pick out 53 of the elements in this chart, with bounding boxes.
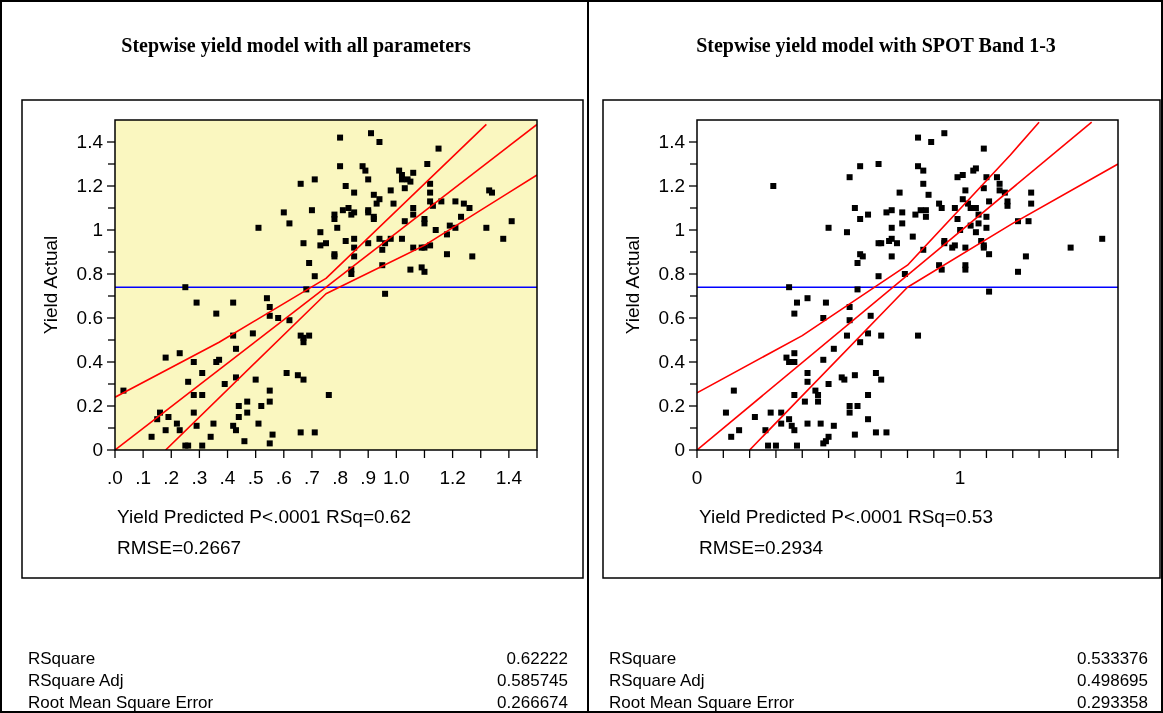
text: 0.62222 xyxy=(506,649,568,668)
y-axis-title: Yield Actual xyxy=(622,235,643,335)
line-series xyxy=(697,121,1040,394)
text: RSquare xyxy=(609,649,677,668)
line-series xyxy=(164,174,537,450)
x-tick-label: 1.0 xyxy=(383,467,410,488)
x-tick-label: .3 xyxy=(191,467,208,488)
text: RSquare Adj xyxy=(609,671,705,690)
y-tick-label: 1.4 xyxy=(76,131,104,152)
x-tick-label: .5 xyxy=(247,467,264,488)
y-tick-label: 0 xyxy=(92,439,103,460)
text: 0.293358 xyxy=(1077,693,1148,712)
y-tick-label: 1 xyxy=(674,219,685,240)
x-tick-label: 0 xyxy=(691,467,703,488)
y-tick-label: 1 xyxy=(92,219,103,240)
x-tick-label: .6 xyxy=(275,467,292,488)
text: 0.498695 xyxy=(1077,671,1148,690)
y-axis-title: Yield Actual xyxy=(40,235,61,335)
text: 0.533376 xyxy=(1077,649,1148,668)
y-tick-label: 0.4 xyxy=(658,351,686,372)
text: RSquare xyxy=(28,649,96,668)
x-tick-label: 1.4 xyxy=(495,467,523,488)
y-tick-label: 0.4 xyxy=(76,351,104,372)
x-tick-label: 1 xyxy=(954,467,966,488)
x-tick-label: .8 xyxy=(332,467,348,488)
x-axis-title: Yield Predicted P<.0001 RSq=0.62 RMSE=0.2667 xyxy=(117,506,411,558)
y-tick-label: 0.2 xyxy=(658,395,685,416)
text: Root Mean Square Error xyxy=(28,693,214,712)
y-tick-label: 0.6 xyxy=(658,307,685,328)
text: Root Mean Square Error xyxy=(609,693,795,712)
chart-title: Stepwise yield model with all parameters xyxy=(121,34,471,57)
y-tick-label: 0.2 xyxy=(76,395,103,416)
x-tick-label: .2 xyxy=(163,467,180,488)
x-tick-label: .1 xyxy=(135,467,152,488)
line-series xyxy=(115,123,488,398)
x-tick-label: .9 xyxy=(360,467,377,488)
y-tick-label: 0 xyxy=(674,439,685,460)
text: 0.266674 xyxy=(497,693,568,712)
y-tick-label: 1.2 xyxy=(658,175,685,196)
x-tick-label: .7 xyxy=(304,467,320,488)
y-tick-label: 0.8 xyxy=(76,263,103,284)
x-tick-label: .0 xyxy=(107,467,123,488)
text: RSquare Adj xyxy=(28,671,124,690)
y-tick-label: 0.8 xyxy=(658,263,685,284)
text: 0.585745 xyxy=(497,671,568,690)
y-tick-label: 0.6 xyxy=(76,307,103,328)
y-tick-label: 1.4 xyxy=(658,131,686,152)
chart-title: Stepwise yield model with SPOT Band 1-3 xyxy=(696,34,1056,57)
x-tick-label: .4 xyxy=(219,467,236,488)
y-tick-label: 1.2 xyxy=(76,175,103,196)
x-axis-title: Yield Predicted P<.0001 RSq=0.53 RMSE=0.2934 xyxy=(699,506,993,558)
x-tick-label: 1.2 xyxy=(439,467,466,488)
line-series xyxy=(748,163,1118,450)
